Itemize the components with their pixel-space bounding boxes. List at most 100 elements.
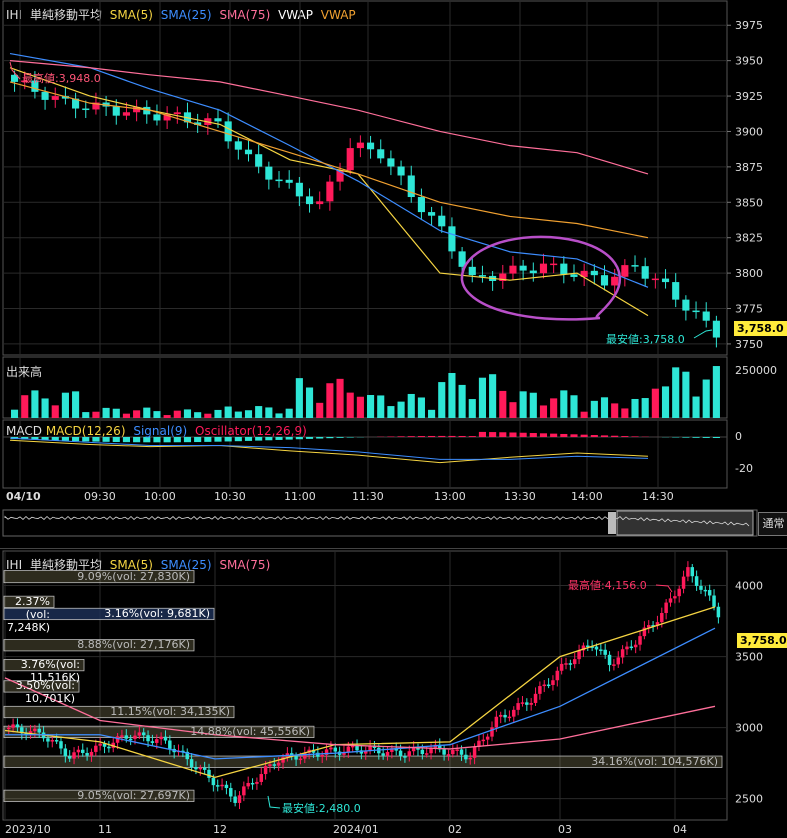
volume-profile-label: 2.37%(vol: 7,248K) [7, 594, 50, 634]
price-candle [661, 278, 670, 283]
macd-osc-bar [550, 433, 558, 437]
price-candle [11, 74, 19, 82]
price-candle [550, 263, 558, 266]
intraday-x-tick: 13:00 [434, 490, 466, 503]
volume-profile-band [3, 607, 215, 621]
daily-candle [128, 738, 133, 741]
mode-button[interactable]: 通常 [758, 512, 787, 536]
price-frame [2, 0, 728, 356]
legend-sma25[interactable]: SMA(25) [160, 8, 212, 22]
panel-separator [0, 548, 787, 549]
volume-bar [204, 413, 212, 418]
price-candle [539, 263, 548, 274]
volume-bar [21, 395, 29, 418]
daily-x-tick: 02 [448, 823, 462, 836]
daily-candle [89, 751, 94, 756]
macd-osc-bar [336, 437, 344, 438]
macd-legend-signal[interactable]: Signal(9) [133, 424, 188, 438]
volume-profile-label: 3.76%(vol: 11,516K) [20, 658, 80, 685]
volume-tick: 250000 [735, 364, 777, 377]
volume-bar [458, 384, 466, 418]
macd-legend-macd[interactable]: MACD(12,26) [45, 424, 126, 438]
macd-osc-bar [600, 435, 609, 437]
daily-candle [677, 588, 681, 597]
volume-bar [295, 378, 303, 418]
daily-candle [451, 749, 455, 755]
daily-candle [512, 709, 516, 717]
daily-candle [33, 728, 37, 732]
daily-candle [211, 777, 216, 786]
daily-candle [655, 622, 660, 626]
daily-candle [350, 745, 355, 748]
macd-legend-osc[interactable]: Oscillator(12,26,9) [195, 424, 307, 438]
high-pointer [9, 61, 21, 80]
price-candle [651, 278, 659, 281]
daily-candle [686, 567, 690, 577]
low-label: 最安値:3,758.0 [606, 332, 685, 346]
macd-osc-bar [489, 432, 497, 437]
volume-profile-band [3, 659, 85, 672]
volume-profile-band [3, 755, 723, 768]
macd-legend-label: MACD [6, 424, 42, 438]
daily-candle [342, 752, 346, 755]
price-candle [478, 275, 487, 277]
macd-osc-bar [346, 437, 354, 438]
price-candle [611, 276, 619, 286]
intraday-x-tick: 10:00 [144, 490, 176, 503]
volume-bar [41, 398, 49, 418]
volume-profile-band [3, 570, 195, 584]
price-candle [682, 299, 690, 311]
legend-sma75[interactable]: SMA(75) [219, 8, 271, 22]
daily-candle [324, 749, 329, 755]
volume-bar [387, 406, 395, 418]
legend-sma5[interactable]: SMA(5) [109, 8, 153, 22]
daily-candle [716, 606, 721, 618]
price-candle [153, 114, 161, 121]
price-candle [407, 175, 415, 198]
macd-osc-bar [438, 435, 446, 437]
price-candle [702, 311, 710, 321]
daily-legend-sma25[interactable]: SMA(25) [160, 558, 212, 572]
daily-candle [429, 747, 433, 754]
volume-profile-band [3, 705, 235, 719]
price-candle [672, 282, 680, 300]
daily-legend-sma5[interactable]: SMA(5) [109, 558, 153, 572]
daily-candle [250, 782, 255, 785]
legend-vwap1[interactable]: VWAP [278, 8, 313, 22]
volume-bar [702, 379, 710, 418]
daily-candle [420, 749, 425, 755]
macd-osc-bar [611, 435, 619, 437]
daily-candle [133, 735, 137, 739]
daily-candle [455, 749, 459, 751]
daily-candle [320, 754, 324, 757]
daily-candle [468, 757, 472, 760]
daily-candle [551, 680, 555, 685]
daily-candle [268, 764, 272, 767]
macd-osc-bar [255, 437, 263, 441]
macd-osc-bar [41, 437, 49, 441]
macd-osc-bar [153, 437, 161, 443]
daily-candle [394, 748, 398, 751]
intraday-chart[interactable]: 3975 3950 3925 3900 3875 3850 3825 3800 3775 3750… [0, 0, 787, 548]
price-tick-label: 3750 [735, 338, 763, 351]
price-candle [72, 98, 80, 109]
legend-vwap2[interactable]: VWAP [320, 8, 356, 22]
line-sma25 [9, 52, 649, 288]
daily-chart[interactable]: 4000 3500 3000 2500 最高値:4,156.0 最安値:2,480.0 [0, 550, 787, 838]
volume-bar [11, 409, 19, 418]
volume-bar [305, 387, 314, 418]
daily-candle [660, 613, 664, 623]
price-candle [234, 141, 242, 150]
price-candle [529, 270, 537, 274]
price-candle [438, 215, 446, 227]
daily-candle [76, 749, 81, 753]
daily-candle [163, 736, 168, 741]
daily-candle [707, 590, 712, 596]
volume-bar [356, 396, 364, 418]
macd-osc-bar [61, 437, 69, 441]
volume-bar [672, 367, 680, 418]
daily-legend-sma75[interactable]: SMA(75) [219, 558, 271, 572]
daily-candle [651, 625, 655, 627]
intraday-x-tick: 11:30 [352, 490, 384, 503]
volume-bar [570, 395, 578, 418]
